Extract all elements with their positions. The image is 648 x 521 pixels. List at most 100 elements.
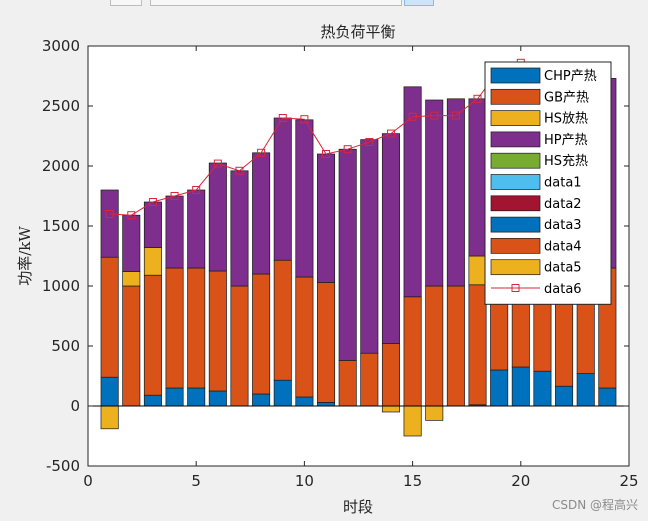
- bar-chp--8: [252, 393, 271, 407]
- data6-marker-6: [213, 159, 222, 168]
- legend-label-data1: data1: [544, 176, 582, 191]
- bar-gb--10: [295, 276, 314, 398]
- x-tick-label: 10: [295, 472, 314, 490]
- legend-swatch-hp-: [490, 131, 541, 148]
- bar-hp--14: [381, 133, 400, 344]
- legend-swatch-marker: [511, 284, 520, 292]
- bar-hp--16: [425, 99, 444, 287]
- data6-marker-7: [235, 166, 244, 175]
- bar-gb--9: [273, 259, 292, 381]
- y-tick-label: 2500: [42, 97, 80, 115]
- toolbar-button[interactable]: [110, 0, 142, 6]
- bar-hp--6: [208, 162, 227, 272]
- legend-label-data4: data4: [544, 239, 582, 254]
- bar-data5-15: [403, 405, 422, 437]
- x-axis-label: 时段: [343, 498, 373, 516]
- bar-chp--1: [100, 376, 119, 407]
- data6-marker-15: [408, 112, 417, 121]
- x-tick-label: 5: [191, 472, 201, 490]
- bar-gb--5: [187, 267, 206, 389]
- bar-gb--17: [446, 285, 465, 407]
- legend-swatch-data5: [490, 259, 541, 276]
- data6-marker-8: [257, 148, 266, 157]
- bar-chp--22: [555, 385, 574, 407]
- bar-hs--3: [143, 247, 162, 276]
- bar-data5-16: [425, 405, 444, 421]
- data6-marker-11: [322, 150, 331, 158]
- legend-swatch-gb-: [490, 88, 541, 105]
- bar-data5-1: [100, 405, 119, 430]
- bar-chp--4: [165, 387, 184, 407]
- bar-gb--13: [360, 352, 379, 407]
- legend-swatch-chp-: [490, 67, 541, 84]
- bar-hp--10: [295, 119, 314, 278]
- bar-hp--5: [187, 189, 206, 269]
- bar-data5-14: [381, 405, 400, 413]
- bar-chp--23: [576, 373, 595, 407]
- y-tick-label: 2000: [42, 157, 80, 175]
- bar-hp--11: [317, 153, 336, 283]
- toolbar-button[interactable]: [150, 0, 402, 6]
- bar-chp--10: [295, 396, 314, 407]
- legend-label-data3: data3: [544, 218, 582, 233]
- y-tick-label: 1000: [42, 277, 80, 295]
- legend-swatch-data3: [490, 216, 541, 233]
- y-tick-label: 500: [51, 337, 80, 355]
- data6-marker-13: [365, 138, 374, 146]
- bar-gb--3: [143, 274, 162, 396]
- bar-hp--8: [252, 152, 271, 275]
- data6-marker-18: [473, 94, 482, 103]
- bar-hp--3: [143, 201, 162, 248]
- bar-hp--7: [230, 170, 249, 287]
- bar-chp--19: [490, 369, 509, 407]
- bar-gb--8: [252, 273, 271, 395]
- bar-gb--11: [317, 282, 336, 403]
- data6-marker-12: [343, 145, 352, 154]
- x-tick-label: 25: [619, 472, 638, 490]
- bar-gb--6: [208, 270, 227, 392]
- legend-label-data2: data2: [544, 197, 582, 212]
- bar-gb--12: [338, 360, 357, 407]
- bar-chp--11: [317, 402, 336, 407]
- bar-hs--2: [122, 271, 141, 287]
- x-tick-label: 0: [83, 472, 93, 490]
- bar-gb--4: [165, 267, 184, 389]
- data6-marker-1: [105, 210, 114, 218]
- bar-gb--7: [230, 285, 249, 407]
- bar-gb--16: [425, 285, 444, 407]
- bar-gb--2: [122, 285, 141, 407]
- bar-hp--1: [100, 189, 119, 258]
- legend: CHP产热 GB产热 HS放热 HP产热 HS充热 data1 data2 data3 data…: [484, 61, 612, 305]
- legend-label-data6: data6: [544, 282, 582, 297]
- bar-hp--9: [273, 117, 292, 261]
- bar-chp--21: [533, 370, 552, 407]
- y-axis-label: 功率/kW: [16, 226, 34, 286]
- plot-frame: [87, 45, 630, 467]
- bar-hp--15: [403, 86, 422, 298]
- y-tick-label: 0: [70, 397, 80, 415]
- bar-hs--18: [468, 255, 487, 286]
- bar-hp--18: [468, 98, 487, 257]
- chart-title: 热负荷平衡: [320, 23, 395, 41]
- bar-chp--24: [598, 387, 617, 407]
- bar-hp--17: [446, 98, 465, 287]
- bar-chp--20: [511, 366, 530, 407]
- toolbar-button[interactable]: [404, 0, 434, 6]
- legend-swatch-hs-: [490, 110, 541, 126]
- y-tick-label: -500: [46, 457, 80, 475]
- x-tick-label: 20: [511, 472, 530, 490]
- bar-chp--3: [143, 394, 162, 407]
- data6-marker-16: [430, 111, 439, 120]
- legend-swatch-data4: [490, 238, 541, 254]
- legend-swatch-data1: [490, 174, 541, 190]
- legend-swatch-hs-: [490, 152, 541, 169]
- data6-marker-4: [170, 192, 179, 200]
- data6-marker-10: [300, 115, 309, 124]
- legend-label-data5: data5: [544, 261, 582, 276]
- legend-label-hs-: HS充热: [544, 153, 588, 169]
- bar-chp--9: [273, 379, 292, 407]
- data6-marker-17: [451, 111, 460, 120]
- legend-swatch-data2: [490, 195, 541, 212]
